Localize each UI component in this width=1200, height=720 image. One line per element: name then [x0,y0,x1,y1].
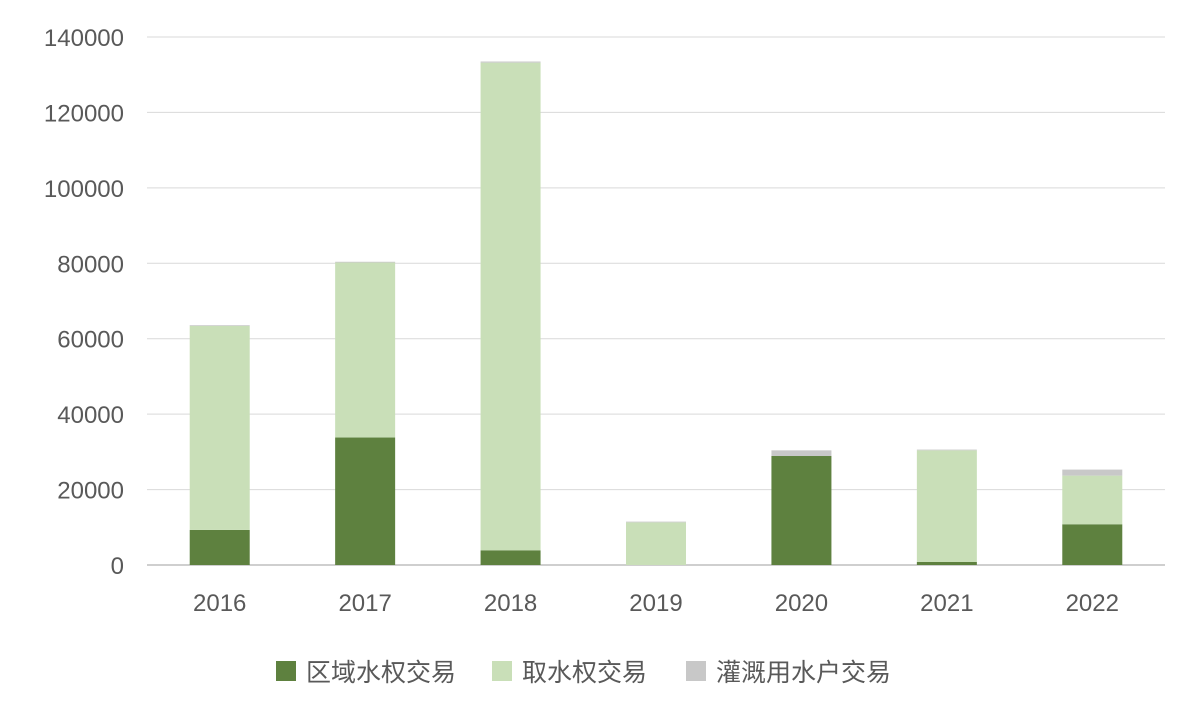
bar-segment-2018-series-2 [480,62,541,551]
legend-label: 取水权交易 [522,658,647,687]
y-tick-label: 60000 [57,327,124,354]
x-tick-label: 2018 [484,590,537,617]
bar-segment-2017-series-2 [335,262,396,438]
x-tick-label: 2021 [920,590,973,617]
x-tick-label: 2019 [629,590,682,617]
bar-segment-2018-series-3 [480,61,541,63]
y-tick-label: 140000 [44,25,124,52]
y-axis: 0 20000 40000 60000 80000 100000 120000 140000 [44,25,124,580]
bar-segment-2016-series-2 [189,325,250,530]
bar-segment-2022-series-3 [1062,469,1123,476]
bar-segment-2021-series-3 [916,449,977,451]
bar-segment-2022-series-1 [1062,524,1123,565]
bar-segment-2018-series-1 [480,550,541,565]
y-tick-label: 100000 [44,176,124,203]
bar-segment-2020-series-3 [771,450,832,457]
legend-swatch [276,661,296,681]
bar-segment-2020-series-1 [771,456,832,565]
x-tick-label: 2020 [775,590,828,617]
y-tick-label: 80000 [57,251,124,278]
y-tick-label: 20000 [57,478,124,505]
x-tick-label: 2017 [338,590,391,617]
bar-segment-2021-series-1 [916,561,977,565]
y-tick-label: 120000 [44,100,124,127]
x-axis: 2016 2017 2018 2019 2020 2021 2022 [193,590,1119,617]
legend-label: 灌溉用水户交易 [716,658,891,687]
bar-segment-2021-series-2 [916,450,977,562]
bar-segment-2016-series-3 [189,325,250,326]
legend-swatch [686,661,706,681]
x-tick-label: 2022 [1066,590,1119,617]
bar-segment-2016-series-1 [189,529,250,565]
legend-swatch [492,661,512,681]
bar-segment-2019-series-2 [626,522,686,565]
y-tick-label: 40000 [57,402,124,429]
bars [189,61,1123,565]
x-tick-label: 2016 [193,590,246,617]
y-tick-label: 0 [111,553,124,580]
legend: 区域水权交易 取水权交易 灌溉用水户交易 [276,658,891,687]
bar-segment-2019-series-3 [626,521,686,523]
bar-segment-2017-series-1 [335,437,396,565]
bar-segment-2017-series-3 [335,261,396,263]
bar-segment-2022-series-2 [1062,475,1123,525]
gridlines [147,36,1165,566]
legend-label: 区域水权交易 [306,658,456,687]
